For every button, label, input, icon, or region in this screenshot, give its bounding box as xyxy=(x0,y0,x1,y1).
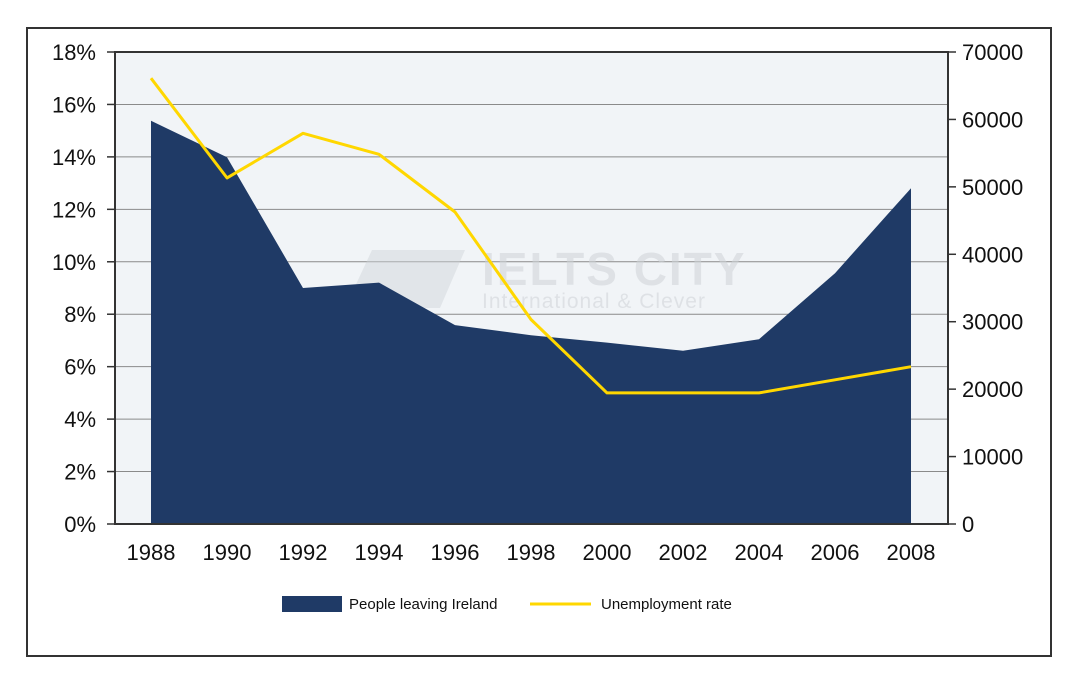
right-tick-label: 30000 xyxy=(962,310,1023,335)
right-tick-label: 60000 xyxy=(962,107,1023,132)
x-tick-label: 2006 xyxy=(811,540,860,565)
watermark-title: IELTS CITY xyxy=(482,243,747,295)
left-tick-label: 14% xyxy=(52,145,96,170)
right-tick-label: 10000 xyxy=(962,445,1023,470)
x-tick-label: 2004 xyxy=(735,540,784,565)
left-tick-label: 12% xyxy=(52,197,96,222)
x-tick-label: 1996 xyxy=(431,540,480,565)
x-tick-label: 1988 xyxy=(127,540,176,565)
left-tick-label: 16% xyxy=(52,92,96,117)
x-tick-label: 1992 xyxy=(279,540,328,565)
right-tick-label: 20000 xyxy=(962,377,1023,402)
legend-swatch-people-leaving-ireland xyxy=(282,596,342,612)
x-tick-label: 1994 xyxy=(355,540,404,565)
legend-label-unemployment-rate: Unemployment rate xyxy=(601,596,732,613)
left-tick-label: 4% xyxy=(64,407,96,432)
right-axis-ticks: 0 10000 20000 30000 40000 50000 60000 70000 xyxy=(948,40,1023,537)
area-series-people-leaving-ireland xyxy=(151,120,911,525)
x-tick-label: 1998 xyxy=(507,540,556,565)
line-series-unemployment-rate xyxy=(149,77,912,395)
plot-border xyxy=(114,51,949,525)
watermark-subtitle: International & Clever xyxy=(482,290,706,313)
x-axis-ticks: 1988 1990 1992 1994 1996 1998 2000 2002 2004 2006… xyxy=(127,540,936,565)
right-tick-label: 0 xyxy=(962,512,974,537)
legend-label-people-leaving-ireland: People leaving Ireland xyxy=(349,596,497,613)
legend: People leaving Ireland Unemployment rate xyxy=(282,596,732,613)
x-tick-label: 2002 xyxy=(659,540,708,565)
left-tick-label: 8% xyxy=(64,302,96,327)
left-tick-label: 2% xyxy=(64,460,96,485)
left-tick-label: 18% xyxy=(52,40,96,65)
left-tick-label: 10% xyxy=(52,250,96,275)
right-tick-label: 40000 xyxy=(962,242,1023,267)
right-tick-label: 70000 xyxy=(962,40,1023,65)
left-tick-label: 6% xyxy=(64,355,96,380)
x-tick-label: 1990 xyxy=(203,540,252,565)
left-axis-ticks: 0% 2% 4% 6% 8% 10% 12% 14% 16% 18% xyxy=(52,40,115,537)
x-tick-label: 2000 xyxy=(583,540,632,565)
x-tick-label: 2008 xyxy=(887,540,936,565)
left-tick-label: 0% xyxy=(64,512,96,537)
right-tick-label: 50000 xyxy=(962,175,1023,200)
